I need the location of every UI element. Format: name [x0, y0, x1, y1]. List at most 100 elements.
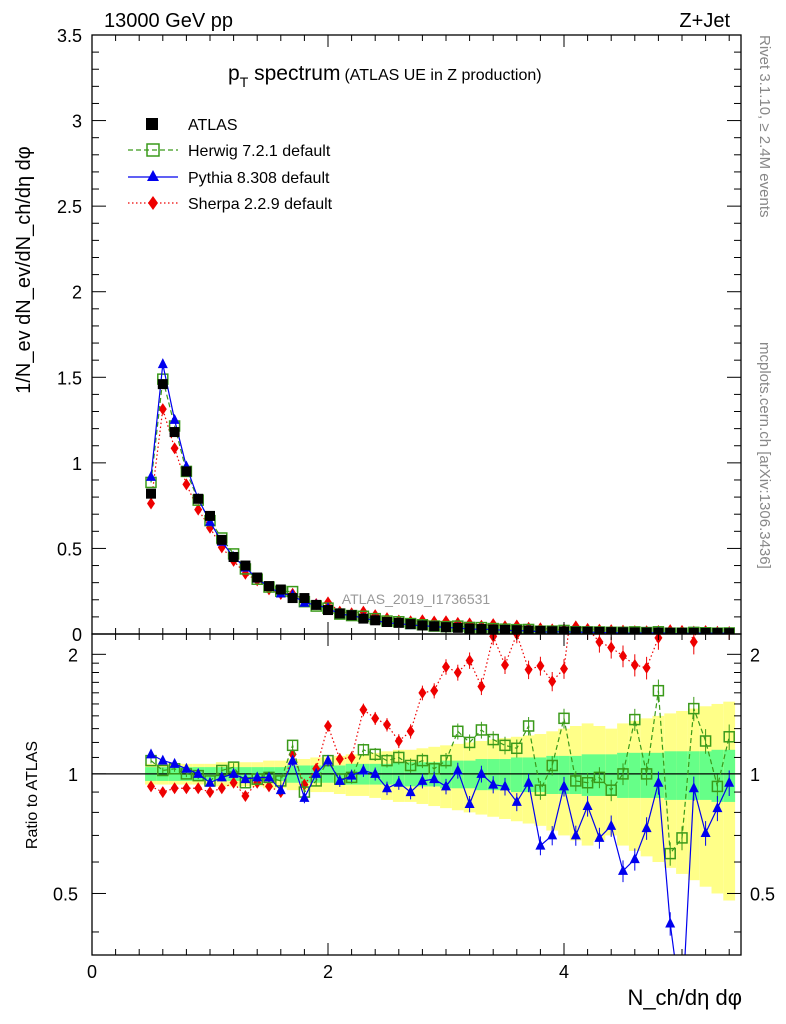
main-atlas-point — [193, 493, 204, 504]
ratio-sherpa-point — [678, 603, 686, 615]
ratio-pythia-point — [688, 782, 699, 793]
main-atlas-point — [334, 608, 345, 619]
ratio-pythia-point — [653, 776, 664, 787]
ratio-pythia-point — [323, 754, 333, 765]
ratio-sherpa-point — [642, 661, 651, 674]
y-tick-label: 3.5 — [57, 26, 82, 46]
main-sherpa-point — [194, 503, 203, 516]
main-atlas-point — [641, 627, 652, 634]
main-atlas-point — [157, 379, 168, 390]
ratio-series-layer — [145, 567, 735, 955]
ratio-band-inner — [664, 751, 677, 800]
ratio-herwig-point — [676, 832, 688, 844]
ratio-sherpa-point — [572, 567, 580, 579]
legend-atlas-marker — [146, 118, 158, 130]
ratio-pythia-point — [582, 800, 593, 811]
main-atlas-point — [299, 593, 310, 604]
ratio-pythia-point — [606, 819, 617, 830]
y-axis-label: 1/N_ev dN_ev/dN_ch/dη dφ — [13, 146, 35, 394]
y-tick-label: 0.5 — [57, 539, 82, 559]
ratio-pythia-point — [641, 822, 652, 833]
main-atlas-point — [216, 534, 227, 545]
main-atlas-point — [323, 605, 333, 616]
ratio-herwig-point — [452, 725, 464, 738]
plot-title: pT spectrum (ATLAS UE in Z production) — [228, 62, 542, 90]
ratio-sherpa-point — [194, 782, 203, 795]
ratio-pythia-point — [346, 769, 357, 780]
ratio-pythia-point — [157, 754, 168, 765]
ratio-herwig-point — [522, 720, 535, 732]
ratio-herwig-point — [605, 784, 617, 796]
ratio-band-inner — [676, 751, 688, 800]
main-atlas-point — [370, 615, 381, 626]
legend: ATLAS Herwig 7.2.1 default Pythia 8.308 … — [128, 117, 333, 213]
ratio-pythia-point — [228, 767, 239, 778]
ratio-herwig-point — [558, 712, 570, 725]
ratio-sherpa-point — [702, 584, 710, 596]
ratio-pythia-point — [382, 782, 392, 793]
main-atlas-point — [547, 626, 558, 634]
main-atlas-point — [240, 560, 251, 571]
ratio-band-inner — [687, 751, 700, 800]
ratio-pythia-point — [405, 786, 416, 797]
ratio-pythia-point — [287, 754, 298, 765]
ratio-sherpa-point — [335, 753, 344, 766]
ratio-herwig-point — [157, 764, 169, 777]
ratio-herwig-point — [570, 775, 582, 787]
y-tick-label: 2.5 — [57, 197, 82, 217]
ratio-herwig-point — [617, 768, 629, 780]
main-atlas-point — [358, 613, 369, 624]
ratio-pythia-point — [299, 791, 310, 802]
ratio-herwig-point — [723, 731, 735, 743]
main-atlas-point — [570, 626, 581, 634]
ratio-band-inner — [699, 751, 712, 800]
ratio-band-inner — [510, 757, 523, 793]
ratio-pythia-point — [476, 767, 487, 778]
ratio-pythia-point — [594, 831, 605, 842]
ratio-pythia-point — [700, 826, 711, 837]
ratio-sherpa-point — [324, 719, 332, 732]
main-atlas-point — [665, 627, 676, 634]
ratio-herwig-point — [463, 736, 476, 749]
ratio-sherpa-point — [383, 718, 391, 731]
main-atlas-point — [275, 584, 286, 595]
ratio-herwig-point — [381, 754, 393, 767]
ratio-uncertainty-bands — [92, 701, 741, 901]
ratio-band-inner — [487, 759, 500, 791]
ratio-sherpa-point — [347, 751, 356, 764]
ratio-sherpa-point — [359, 703, 368, 716]
ratio-pythia-point — [452, 764, 463, 775]
ratio-sherpa-point — [158, 786, 167, 799]
legend-atlas-label: ATLAS — [188, 117, 238, 134]
main-pythia-point — [169, 413, 180, 424]
main-atlas-point — [688, 627, 699, 634]
ratio-sherpa-point — [418, 686, 427, 699]
legend-pythia-label: Pythia 8.308 default — [188, 170, 330, 187]
ratio-band-inner — [558, 755, 570, 794]
ratio-y-tick-label-right: 1 — [750, 765, 760, 785]
ratio-sherpa-point — [477, 680, 486, 693]
ratio-pythia-point — [429, 773, 440, 784]
ratio-sherpa-point — [371, 712, 380, 725]
ratio-band-inner — [628, 752, 641, 798]
ratio-sherpa-point — [501, 658, 509, 671]
main-series-layer — [145, 358, 735, 634]
y-tick-label: 3 — [72, 112, 82, 132]
ratio-pythia-point — [464, 797, 475, 808]
ratio-pythia-point — [488, 778, 499, 789]
ratio-pythia-point — [393, 776, 404, 787]
main-sherpa-point — [158, 403, 167, 416]
ratio-sherpa-point — [524, 663, 533, 676]
main-pythia-point — [146, 470, 156, 481]
ratio-pythia-point — [169, 757, 180, 768]
ratio-sherpa-point — [630, 658, 639, 671]
ratio-band-inner — [499, 759, 511, 791]
main-atlas-point — [618, 627, 628, 634]
ratio-herwig-point — [511, 742, 523, 755]
axes-layer: 0 2 400.511.522.533.50.5 0.51 12 2 — [53, 26, 775, 982]
ratio-sherpa-point — [147, 780, 155, 793]
ratio-herwig-point — [393, 751, 405, 764]
main-atlas-point — [476, 624, 487, 634]
main-atlas-point — [441, 622, 451, 633]
